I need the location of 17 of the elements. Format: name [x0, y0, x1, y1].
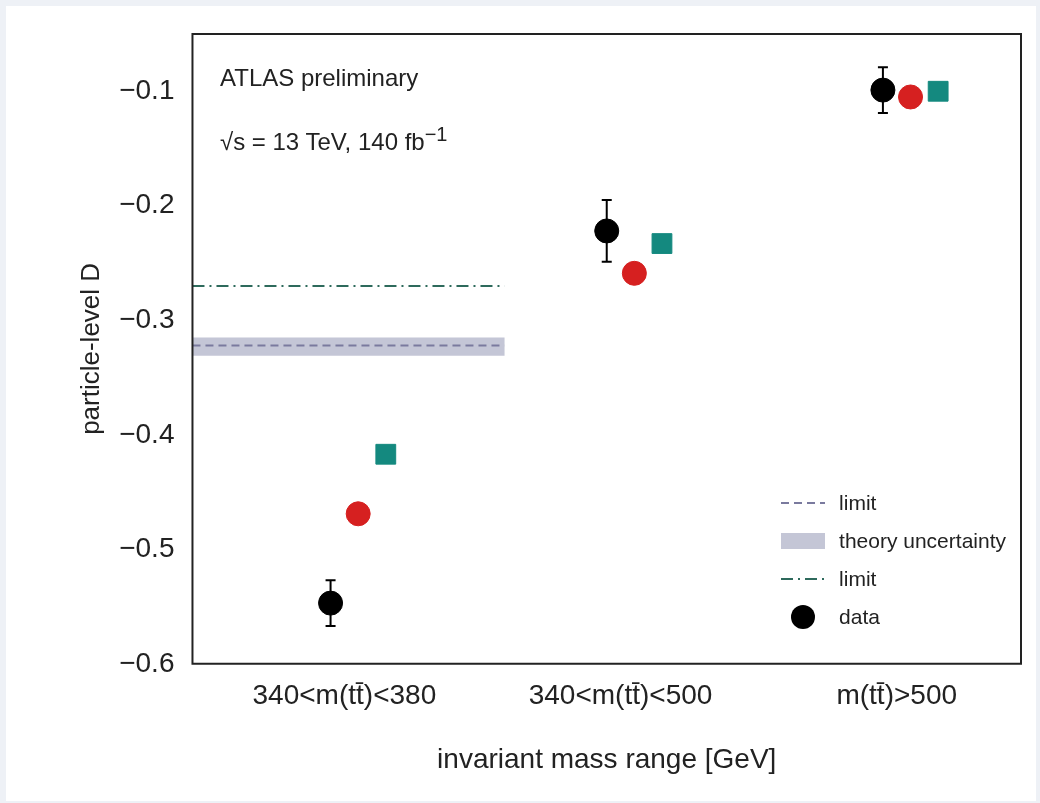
x-axis-title: invariant mass range [GeV]: [437, 742, 777, 774]
legend-label: limit: [839, 491, 877, 515]
y-tick-label: −0.1: [119, 73, 175, 105]
legend-label: theory uncertainty: [839, 529, 1006, 553]
y-axis-title: particle-level D: [74, 262, 105, 435]
annotation: ATLAS preliminary: [220, 63, 420, 93]
x-tick-label: m(tt̄)>500: [836, 679, 958, 711]
annotation: √s = 13 TeV, 140 fb$^{−1}$: [220, 122, 448, 157]
legend-label: data: [839, 605, 880, 629]
y-tick-label: −0.4: [119, 417, 175, 449]
x-tick-label: 340<m(tt̄)<500: [528, 679, 713, 711]
y-tick-label: −0.2: [119, 188, 175, 220]
y-tick-label: −0.6: [119, 646, 175, 678]
x-tick-label: 340<m(tt̄)<380: [252, 679, 437, 711]
y-tick-label: −0.5: [119, 532, 175, 564]
y-tick-label: −0.3: [119, 302, 175, 334]
legend-label: limit: [839, 567, 877, 591]
